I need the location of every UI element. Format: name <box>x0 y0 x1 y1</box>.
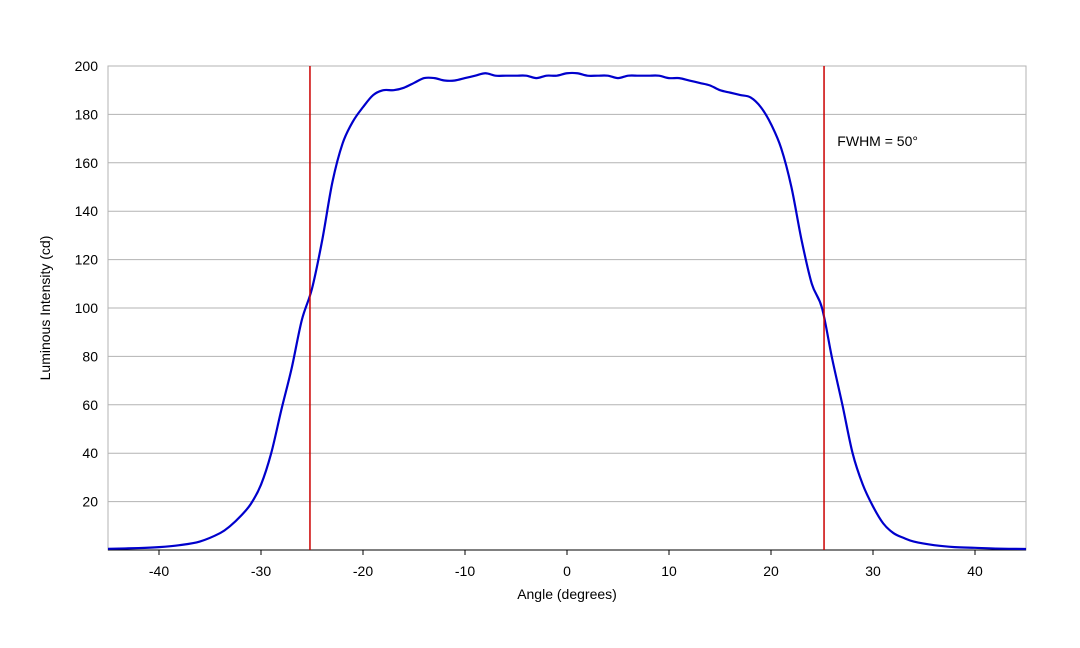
intensity-curve <box>107 71 1027 551</box>
y-tick-label: 140 <box>75 203 99 219</box>
x-tick-label: 40 <box>967 563 983 579</box>
x-tick-label: 10 <box>661 563 677 579</box>
grid-lines <box>108 65 1026 503</box>
x-tick-label: -40 <box>149 563 169 579</box>
y-tick-label: 160 <box>75 155 99 171</box>
y-tick-label: 180 <box>75 106 99 122</box>
x-tick-label: -10 <box>455 563 475 579</box>
x-tick-label: -30 <box>251 563 271 579</box>
x-axis-title: Angle (degrees) <box>517 586 617 602</box>
y-tick-label: 80 <box>82 348 98 364</box>
x-tick-marks <box>108 549 1026 555</box>
y-axis-title: Luminous Intensity (cd) <box>37 236 53 381</box>
fwhm-annotation: FWHM = 50° <box>837 133 918 149</box>
y-tick-label: 40 <box>82 445 98 461</box>
x-tick-label: 20 <box>763 563 779 579</box>
y-tick-label: 200 <box>75 58 99 74</box>
y-tick-labels: 20 40 60 80 100 120 140 160 180 200 <box>75 58 99 510</box>
x-tick-label: 0 <box>563 563 571 579</box>
fwhm-marker-lines <box>309 66 825 550</box>
y-tick-label: 100 <box>75 300 99 316</box>
y-tick-label: 60 <box>82 397 98 413</box>
x-tick-label: -20 <box>353 563 373 579</box>
x-tick-label: 30 <box>865 563 881 579</box>
y-tick-label: 120 <box>75 252 99 268</box>
y-tick-label: 20 <box>82 494 98 510</box>
x-tick-labels: -40 -30 -20 -10 0 10 20 30 40 <box>149 563 983 579</box>
